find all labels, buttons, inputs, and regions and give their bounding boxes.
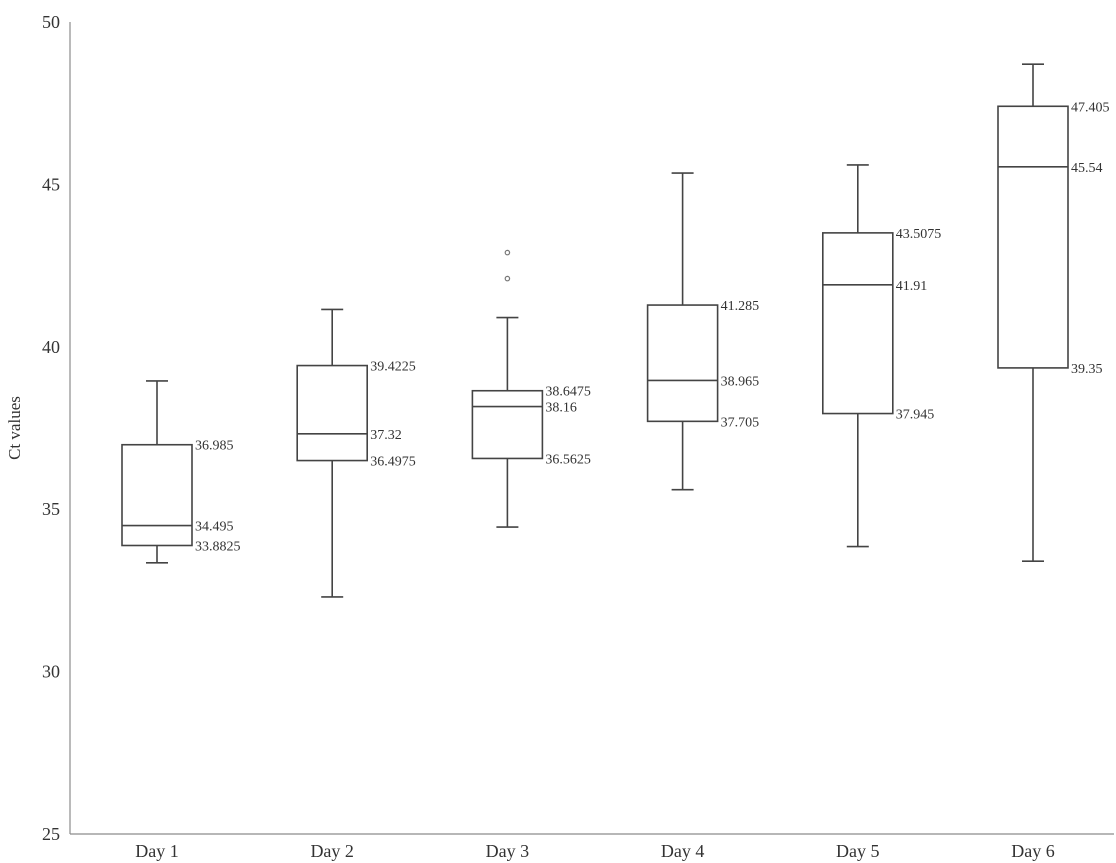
data-label-median: 45.54 — [1071, 161, 1103, 176]
y-tick-label: 25 — [42, 824, 60, 844]
data-label-median: 38.16 — [545, 401, 577, 416]
data-label-q1: 37.705 — [721, 415, 760, 430]
iqr-box — [121, 443, 193, 547]
data-label-q1: 37.945 — [896, 408, 935, 423]
iqr-box — [821, 232, 894, 415]
y-tick-labels: 25 30 35 40 45 50 — [42, 12, 60, 844]
y-tick-label: 30 — [42, 662, 60, 682]
data-label-q3: 43.5075 — [896, 227, 942, 242]
box-group: 47.405 45.54 39.35 — [997, 63, 1110, 562]
iqr-box — [997, 105, 1069, 369]
outlier-point — [504, 275, 511, 282]
x-tick-label: Day 2 — [310, 841, 354, 861]
x-tick-label: Day 4 — [661, 841, 705, 861]
y-tick-label: 45 — [42, 174, 60, 194]
data-label-q3: 39.4225 — [370, 360, 416, 375]
y-tick-label: 50 — [42, 12, 60, 32]
box-group: 36.985 34.495 33.8825 — [121, 380, 241, 564]
x-tick-labels: Day 1 Day 2 Day 3 Day 4 Day 5 Day 6 — [135, 841, 1055, 861]
iqr-box — [471, 389, 544, 460]
x-tick-label: Day 6 — [1011, 841, 1055, 861]
data-label-q3: 38.6475 — [545, 385, 591, 400]
data-label-q1: 33.8825 — [195, 539, 241, 554]
data-label-median: 38.965 — [721, 374, 760, 389]
outlier-point — [504, 249, 511, 256]
data-label-q3: 47.405 — [1071, 100, 1110, 115]
box-group: 41.285 38.965 37.705 — [646, 172, 760, 491]
data-label-q3: 36.985 — [195, 439, 234, 454]
axes — [69, 22, 1114, 835]
data-label-median: 34.495 — [195, 520, 234, 535]
y-tick-label: 35 — [42, 499, 60, 519]
y-tick-label: 40 — [42, 337, 60, 357]
x-tick-label: Day 1 — [135, 841, 179, 861]
x-tick-label: Day 3 — [486, 841, 530, 861]
data-label-median: 41.91 — [896, 279, 928, 294]
iqr-box — [296, 364, 369, 462]
y-axis-label: Ct values — [5, 396, 24, 460]
iqr-box — [646, 304, 719, 423]
boxes: 36.985 34.495 33.8825 39.4225 37.32 36.4975 38… — [121, 63, 1110, 598]
data-label-q1: 36.5625 — [545, 452, 591, 467]
data-label-q1: 36.4975 — [370, 455, 416, 470]
box-group: 43.5075 41.91 37.945 — [821, 164, 942, 548]
box-group: 39.4225 37.32 36.4975 — [296, 308, 416, 598]
x-tick-label: Day 5 — [836, 841, 880, 861]
data-label-q3: 41.285 — [721, 299, 760, 314]
data-label-q1: 39.35 — [1071, 362, 1103, 377]
data-label-median: 37.32 — [370, 428, 402, 443]
